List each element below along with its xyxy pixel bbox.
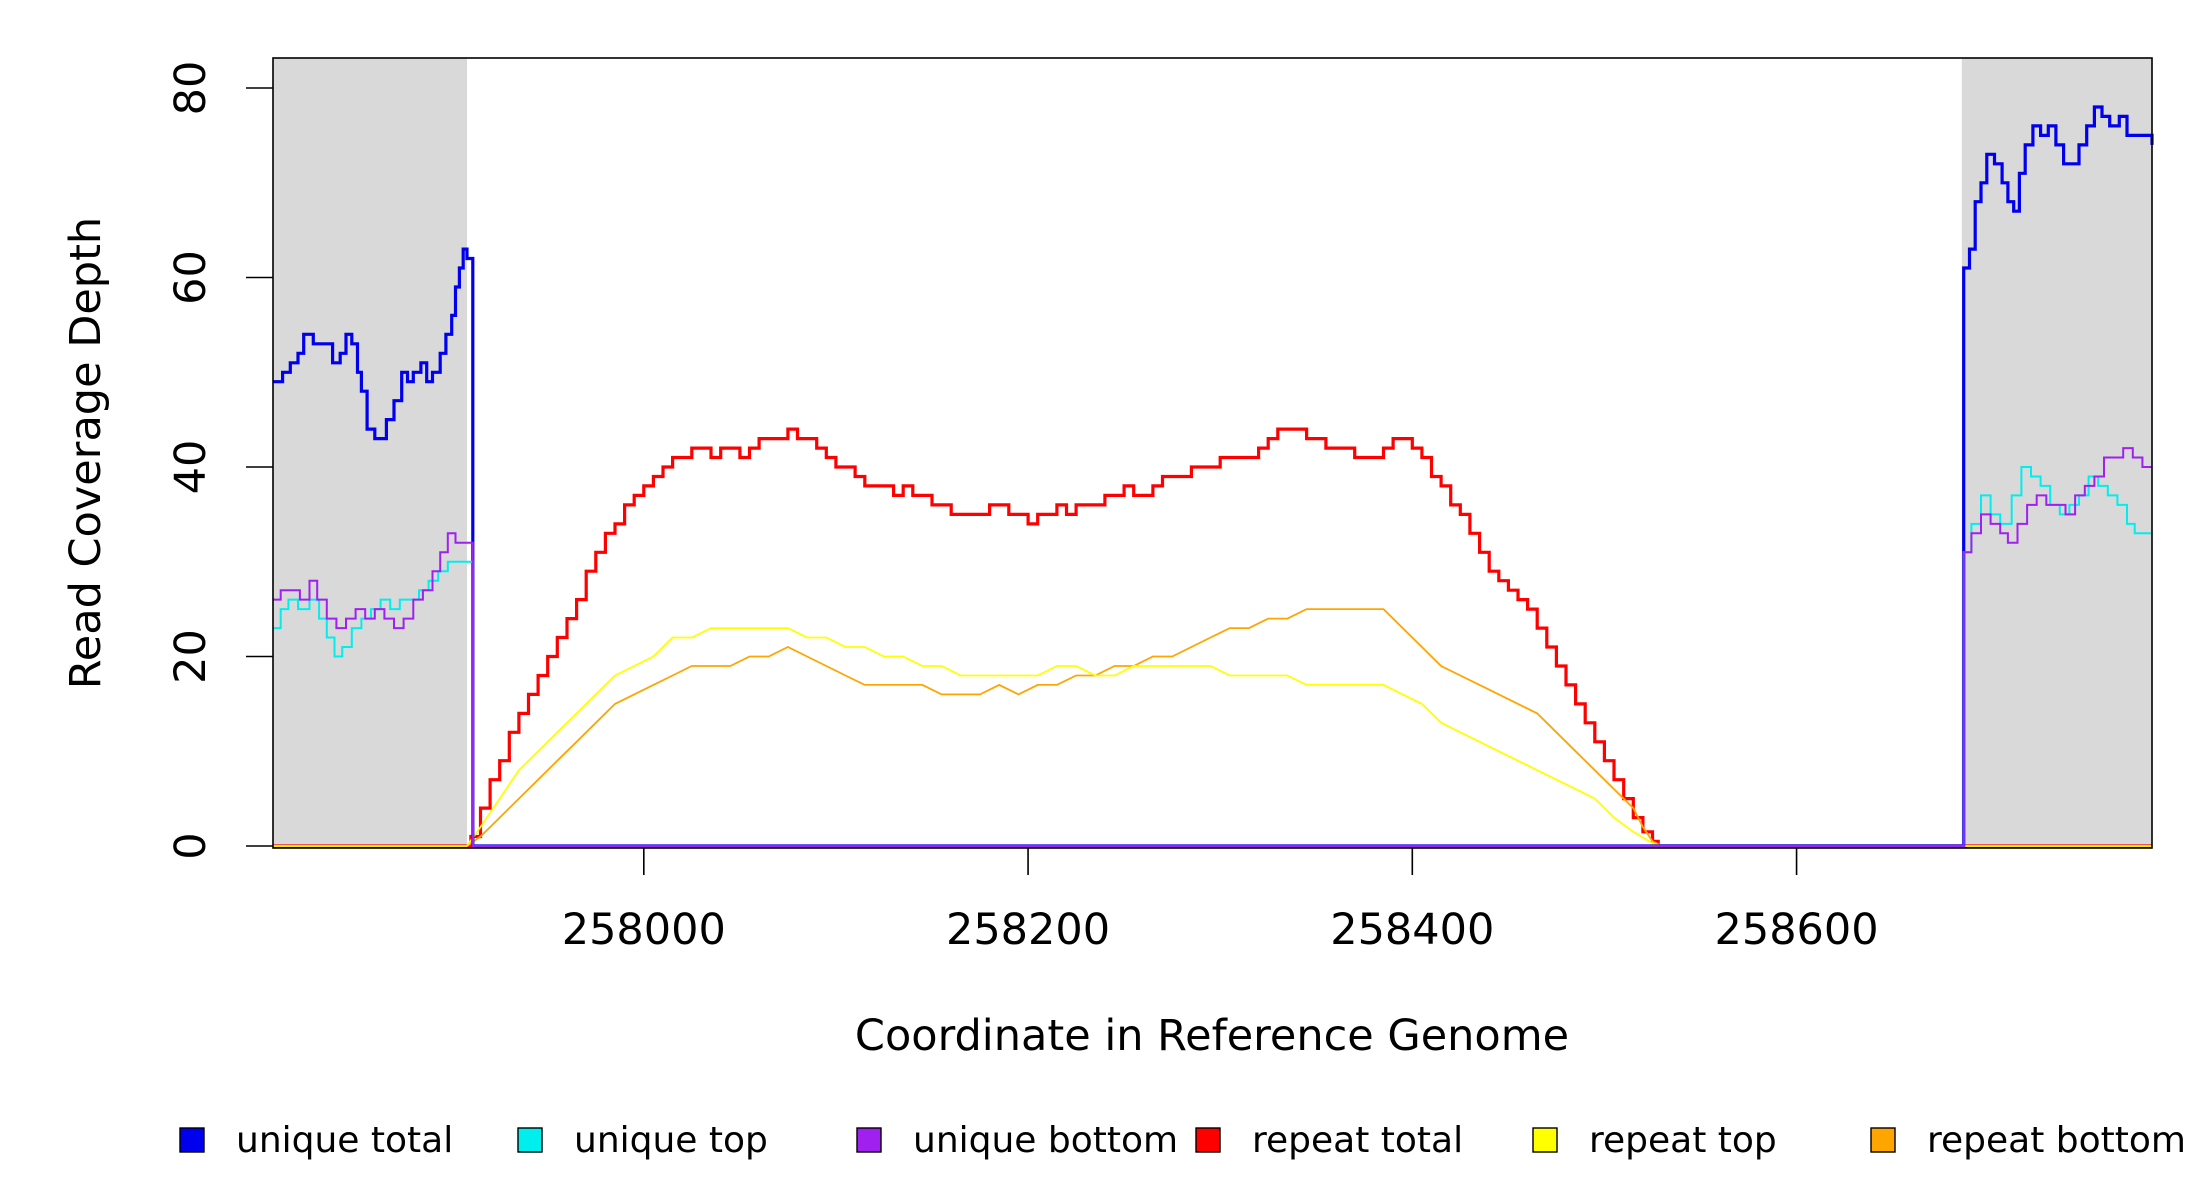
legend-label-unique-total: unique total xyxy=(236,1120,453,1161)
legend-label-repeat-total: repeat total xyxy=(1252,1120,1463,1161)
legend-swatch-repeat-top xyxy=(1532,1127,1558,1153)
y-tick-label: 40 xyxy=(166,440,216,495)
legend-swatch-unique-top xyxy=(517,1127,543,1153)
y-tick-label: 20 xyxy=(166,629,216,684)
plot-frame xyxy=(272,57,2153,849)
legend-swatch-repeat-total xyxy=(1195,1127,1221,1153)
x-tick-label: 258400 xyxy=(1330,905,1494,955)
legend-label-repeat-bottom: repeat bottom xyxy=(1927,1120,2186,1161)
legend-swatch-repeat-bottom xyxy=(1870,1127,1896,1153)
legend-swatch-unique-bottom xyxy=(856,1127,882,1153)
x-tick-label: 258600 xyxy=(1714,905,1878,955)
y-axis-title: Read Coverage Depth xyxy=(61,217,111,689)
series-line-repeat-total xyxy=(273,427,2152,848)
series-line-repeat-top xyxy=(273,627,2152,847)
shaded-regions xyxy=(273,58,2152,848)
axes: 0 20 40 60 80 258000 258200 258400 258600 xyxy=(166,61,1879,955)
legend-label-unique-top: unique top xyxy=(574,1120,768,1161)
shaded-region-1 xyxy=(273,58,468,848)
legend: unique total unique top unique bottom repea… xyxy=(179,1120,2186,1161)
y-tick-label: 60 xyxy=(166,250,216,305)
series-line-unique-total xyxy=(273,105,2154,848)
series-line-repeat-bottom xyxy=(273,608,2152,847)
legend-label-unique-bottom: unique bottom xyxy=(913,1120,1178,1161)
legend-label-repeat-top: repeat top xyxy=(1589,1120,1777,1161)
series-line-unique-bottom xyxy=(273,447,2152,847)
x-axis-title: Coordinate in Reference Genome xyxy=(855,1011,1569,1061)
y-tick-label: 0 xyxy=(166,832,216,859)
legend-swatch-unique-total xyxy=(179,1127,205,1153)
y-tick-label: 80 xyxy=(166,61,216,116)
shaded-region-2 xyxy=(1961,58,2152,848)
series-lines xyxy=(273,105,2154,848)
x-tick-label: 258000 xyxy=(562,905,726,955)
x-tick-label: 258200 xyxy=(946,905,1110,955)
